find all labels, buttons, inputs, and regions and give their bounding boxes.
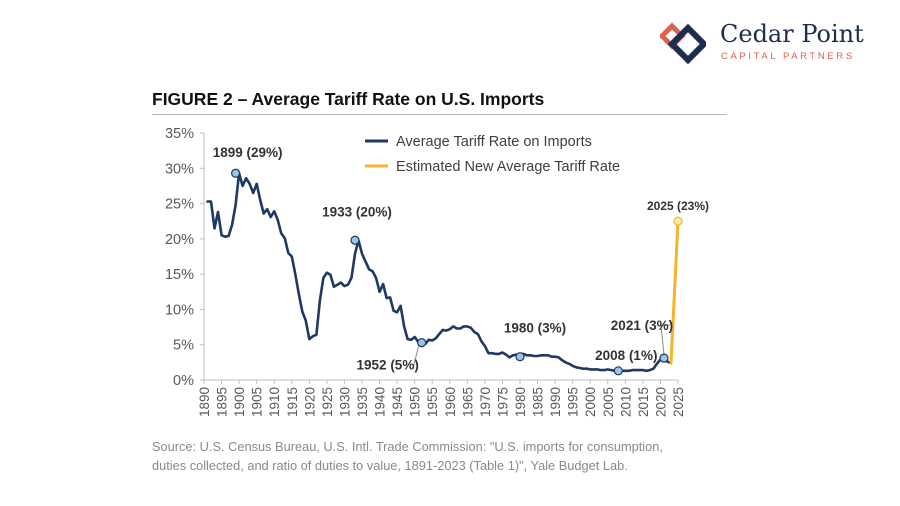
annotation-marker	[231, 168, 241, 178]
annotation-marker	[659, 353, 669, 363]
annotation-marker	[417, 337, 427, 348]
x-tick-label: 1950	[408, 387, 423, 417]
x-tick-label: 2005	[601, 387, 616, 417]
annotation-label: 1980 (3%)	[504, 321, 566, 336]
x-tick-label: 1935	[355, 387, 370, 417]
x-tick-label: 1970	[478, 387, 493, 417]
x-tick-label: 1980	[513, 387, 528, 417]
y-tick-label: 5%	[173, 338, 194, 354]
annotation-label: 1899 (29%)	[213, 145, 283, 160]
series-line-average-tariff	[206, 171, 673, 373]
x-tick-label: 1965	[460, 387, 475, 417]
annotation-leader	[413, 345, 420, 366]
x-tick-label: 1990	[548, 387, 563, 417]
x-tick-label: 1955	[425, 387, 440, 417]
x-tick-label: 1985	[531, 387, 546, 417]
annotation-marker	[515, 352, 525, 362]
x-tick-label: 1995	[566, 387, 581, 417]
x-tick-label: 1960	[443, 387, 458, 417]
y-tick-label: 30%	[165, 161, 194, 177]
x-tick-label: 1975	[495, 387, 510, 417]
y-tick-label: 20%	[165, 232, 194, 248]
logo-company-subtitle: CAPITAL PARTNERS	[721, 51, 855, 62]
x-tick-label: 1905	[250, 387, 265, 417]
figure-title: FIGURE 2 – Average Tariff Rate on U.S. I…	[152, 89, 545, 109]
annotation-label: 2021 (3%)	[611, 318, 673, 333]
x-tick-label: 1890	[197, 387, 212, 417]
x-tick-label: 1910	[267, 387, 282, 417]
x-tick-label: 2000	[583, 387, 598, 417]
source-line-1: Source: U.S. Census Bureau, U.S. Intl. T…	[152, 439, 663, 454]
company-logo: Cedar Point CAPITAL PARTNERS	[660, 20, 875, 68]
x-tick-label: 1930	[337, 387, 352, 417]
annotation-label: 1933 (20%)	[322, 204, 392, 219]
x-tick-label: 2015	[636, 387, 651, 417]
x-tick-label: 2020	[653, 387, 668, 417]
series-line-estimated-tariff	[669, 219, 680, 365]
legend-label: Average Tariff Rate on Imports	[396, 134, 592, 150]
x-tick-label: 2010	[618, 387, 633, 417]
x-tick-label: 1945	[390, 387, 405, 417]
y-tick-label: 10%	[165, 302, 194, 318]
y-tick-label: 0%	[173, 373, 194, 389]
cedar-point-logo-icon	[660, 22, 706, 65]
x-tick-label: 1920	[302, 387, 317, 417]
x-tick-label: 1925	[320, 387, 335, 417]
annotation-label: 2008 (1%)	[595, 348, 657, 363]
y-tick-label: 15%	[165, 267, 194, 283]
annotation-label: 2025 (23%)	[647, 199, 709, 213]
y-tick-label: 35%	[165, 126, 194, 142]
x-tick-label: 1915	[285, 387, 300, 417]
source-line-2: duties collected, and ratio of duties to…	[152, 458, 628, 473]
source-note: Source: U.S. Census Bureau, U.S. Intl. T…	[152, 437, 752, 475]
annotation-marker	[613, 366, 623, 376]
logo-company-name: Cedar Point	[720, 20, 864, 48]
legend-label: Estimated New Average Tariff Rate	[396, 159, 620, 175]
annotation-marker	[673, 216, 683, 226]
annotation-label: 1952 (5%)	[357, 358, 419, 373]
x-tick-label: 1900	[232, 387, 247, 417]
annotation-leader	[660, 324, 670, 355]
x-tick-label: 1895	[215, 387, 230, 417]
y-tick-label: 25%	[165, 197, 194, 213]
title-divider	[152, 114, 727, 115]
x-tick-label: 2025	[671, 387, 686, 417]
x-tick-label: 1940	[373, 387, 388, 417]
annotation-marker	[350, 235, 360, 245]
